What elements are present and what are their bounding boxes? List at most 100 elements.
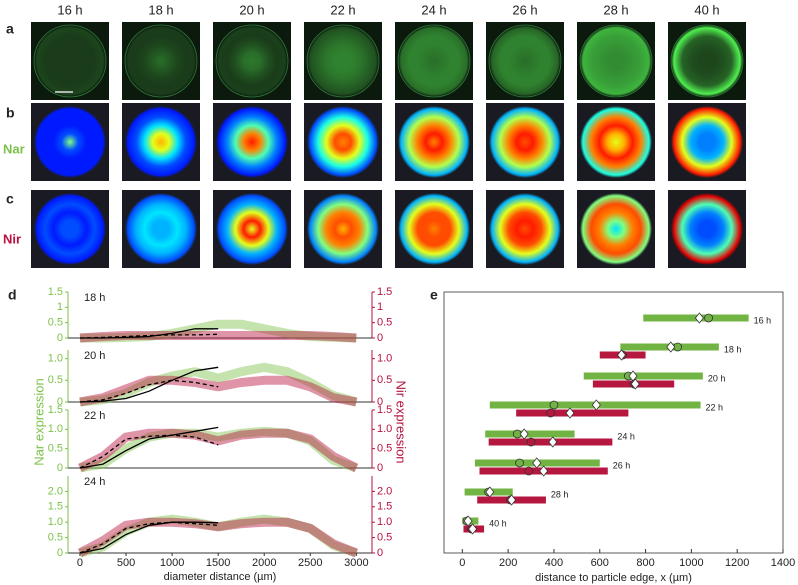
y-tick-label: 1.0	[48, 423, 63, 435]
x-tick-label: 1500	[206, 557, 230, 569]
micrograph-particle	[307, 193, 379, 265]
y2-tick-label: 0.5	[377, 374, 392, 386]
x-tick-label: 0	[459, 557, 465, 569]
category-label: 16 h	[754, 315, 772, 325]
diamond-marker	[565, 407, 575, 419]
time-label: 20 h	[84, 350, 105, 362]
expression-cloud	[77, 517, 358, 558]
micrograph-particle	[398, 106, 470, 178]
micrograph-particle	[216, 106, 288, 178]
y2-tick-label: 0	[377, 332, 383, 344]
category-label: 18 h	[724, 344, 742, 354]
y-tick-label: 0	[57, 396, 63, 408]
time-label: 16 h	[57, 2, 82, 17]
time-label: 28 h	[603, 2, 628, 17]
fit-line	[79, 521, 219, 554]
micrograph-particle	[215, 24, 289, 98]
fit-line	[79, 379, 219, 403]
x-tick-label: 1000	[679, 557, 703, 569]
y-axis-label: Nar expression	[31, 378, 46, 465]
diamond-marker	[507, 494, 517, 506]
x-tick-label: 400	[545, 557, 563, 569]
time-label: 22 h	[330, 2, 355, 17]
row-label: Nir	[3, 231, 21, 246]
panel-label: c	[6, 191, 14, 207]
y-tick-label: 1.0	[48, 516, 63, 528]
micrograph-particle	[398, 193, 470, 265]
y-tick-label: 0.5	[48, 532, 63, 544]
y2-tick-label: 0	[377, 547, 383, 559]
panel-label: e	[430, 287, 438, 303]
micrograph-particle	[34, 106, 106, 178]
x-axis-label: diameter distance (µm)	[164, 571, 277, 583]
diamond-marker	[539, 465, 549, 477]
y-tick-label: 0.5	[48, 317, 63, 329]
fit-line	[79, 333, 219, 339]
time-label: 22 h	[84, 410, 105, 422]
x-tick-label: 1200	[725, 557, 749, 569]
diamond-marker	[630, 378, 640, 390]
x-tick-label: 2500	[298, 557, 322, 569]
y2-tick-label: 0.5	[377, 443, 392, 455]
time-label: 40 h	[694, 2, 719, 17]
fit-line	[79, 521, 219, 554]
micrograph-particle	[307, 106, 379, 178]
x-tick-label: 600	[591, 557, 609, 569]
micrograph-particle	[34, 193, 106, 265]
micrograph-particle	[579, 24, 653, 98]
circle-marker	[524, 466, 534, 476]
time-label: 26 h	[512, 2, 537, 17]
expression-cloud	[79, 331, 357, 343]
expression-cloud	[78, 514, 358, 558]
fit-line	[79, 366, 219, 403]
micrograph-particle	[580, 106, 652, 178]
diamond-marker	[694, 312, 704, 324]
row-label: Nar	[3, 141, 25, 156]
micrograph-particle	[124, 24, 198, 98]
y-tick-label: 0.5	[48, 443, 63, 455]
circle-marker	[549, 400, 559, 410]
y2-tick-label: 0	[377, 462, 383, 474]
y2-tick-label: 1.5	[377, 501, 392, 513]
micrograph-particle	[489, 106, 561, 178]
y-tick-label: 0.5	[48, 374, 63, 386]
y2-tick-label: 0.5	[377, 317, 392, 329]
time-label: 20 h	[239, 2, 264, 17]
range-bar	[485, 430, 575, 438]
x-tick-label: 200	[499, 557, 517, 569]
y2-tick-label: 0	[377, 396, 383, 408]
circle-marker	[546, 408, 555, 418]
x-tick-label: 800	[636, 557, 654, 569]
micrograph-particle	[33, 24, 107, 98]
circle-marker	[526, 437, 536, 447]
y2-tick-label: 1.5	[377, 286, 392, 298]
panel-e-frame	[443, 291, 784, 554]
x-tick-label: 1000	[160, 557, 184, 569]
diamond-marker	[666, 341, 676, 353]
y-tick-label: 1.5	[48, 501, 63, 513]
micrograph-particle	[488, 24, 562, 98]
y2-tick-label: 2.0	[377, 485, 392, 497]
micrograph-particle	[670, 24, 744, 98]
y-tick-label: 2.0	[48, 485, 63, 497]
y2-axis-label: Nir expression	[394, 380, 409, 463]
x-axis-label: distance to particle edge, x (µm)	[535, 572, 692, 584]
y-tick-label: 1.5	[48, 286, 63, 298]
time-label: 24 h	[84, 476, 105, 488]
x-tick-label: 2000	[252, 557, 276, 569]
y-tick-label: 1.5	[48, 404, 63, 416]
micrograph-particle	[125, 106, 197, 178]
fit-line	[79, 434, 219, 469]
x-tick-label: 3000	[344, 557, 368, 569]
time-label: 24 h	[421, 2, 446, 17]
x-tick-label: 500	[117, 557, 135, 569]
range-bar	[583, 372, 703, 380]
micrograph-particle	[125, 193, 197, 265]
y2-tick-label: 1	[377, 301, 383, 313]
diamond-marker	[468, 523, 478, 535]
expression-cloud	[79, 426, 358, 473]
expression-cloud	[79, 362, 358, 407]
micrograph-particle	[671, 106, 743, 178]
panel-label: b	[6, 105, 15, 121]
